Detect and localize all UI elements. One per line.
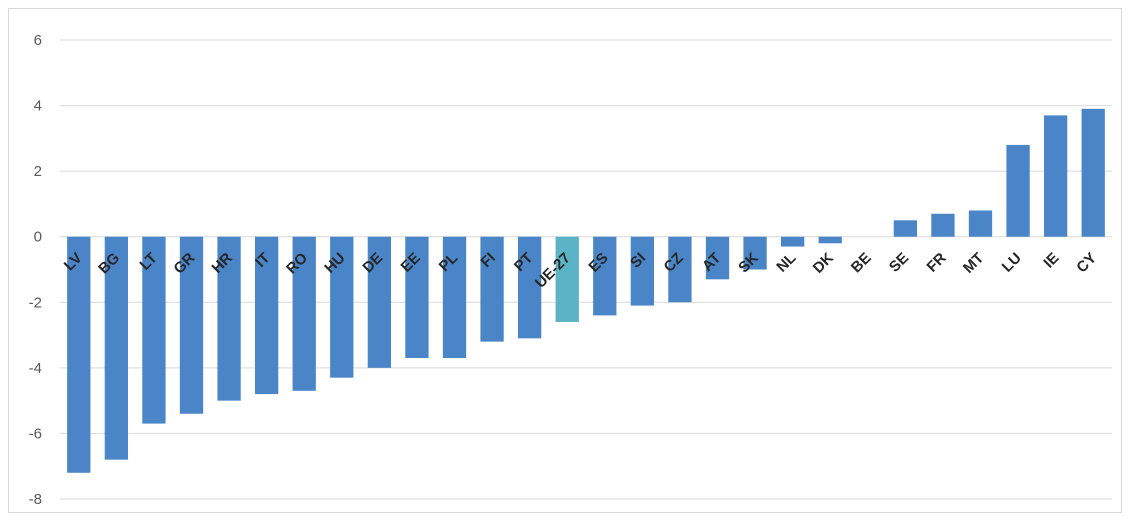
bar-ee [405,236,429,359]
bar-ro [292,236,316,391]
y-tick-label: 4 [34,98,42,115]
bar-it [254,236,279,395]
bar-si [630,236,655,306]
x-tick-label: IE [1040,250,1062,272]
bar-cy [1081,108,1105,237]
bars [67,108,1105,473]
x-tick-label: DK [810,249,837,276]
x-tick-label: LU [999,250,1025,276]
bar-at [705,236,730,280]
bar-fi [480,236,504,342]
y-tick-label: 0 [34,229,42,246]
bar-es [593,236,617,316]
bar-lt [142,236,166,424]
y-tick-label: -2 [29,294,42,311]
x-tick-label: CY [1073,250,1100,277]
bar-sk [743,236,767,270]
y-tick-label: -4 [29,360,42,377]
x-tick-label: FR [924,249,950,275]
bar-lv [67,236,91,473]
bar-bg [104,236,129,460]
y-tick-label: -8 [29,491,42,508]
bar-hr [217,236,241,401]
bar-fr [931,213,955,237]
bar-gr [179,236,204,414]
bar-se [893,220,918,237]
bar-nl [780,236,805,247]
bar-ue-27 [555,236,579,322]
x-tick-label: NL [773,250,799,276]
x-tick-label: BE [848,250,875,277]
bar-dk [818,236,842,244]
bar-pl [442,236,467,359]
bar-cz [668,236,692,303]
y-axis-ticks: 6 4 2 0 -2 -4 -6 -8 [29,32,42,508]
bar-ie [1043,115,1068,237]
x-tick-label: SE [886,250,912,276]
bar-pt [517,236,542,339]
y-tick-label: 6 [34,32,42,49]
y-tick-label: -6 [29,425,42,442]
x-tick-label: MT [960,250,987,277]
bar-hu [330,236,354,378]
bar-mt [968,210,993,237]
bar-lu [1006,144,1030,237]
bar-de [367,236,392,368]
y-tick-label: 2 [34,163,42,180]
